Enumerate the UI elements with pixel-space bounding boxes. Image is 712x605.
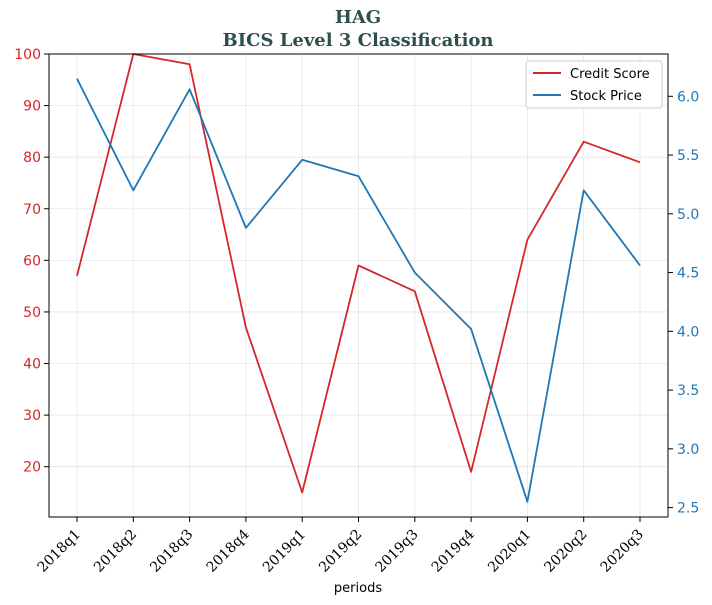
- x-tick-label: 2019q3: [372, 527, 421, 576]
- y-right-tick-label: 5.5: [677, 148, 699, 164]
- y-axis-left: 20 30 40 50 60 70 80 90 100: [14, 47, 49, 476]
- legend-label-credit-score: Credit Score: [570, 67, 650, 82]
- grid: [49, 53, 668, 517]
- x-axis: 2018q1 2018q2 2018q3 2018q4 2019q1 2019q2 2019…: [35, 517, 647, 576]
- x-tick-label: 2020q1: [485, 527, 534, 576]
- y-right-tick-label: 3.0: [677, 442, 699, 458]
- x-tick-label: 2019q1: [260, 527, 309, 576]
- chart-subtitle: BICS Level 3 Classification: [222, 30, 493, 51]
- x-tick-label: 2020q2: [541, 527, 590, 576]
- y-left-tick-label: 60: [23, 253, 41, 269]
- y-left-tick-label: 70: [23, 202, 41, 218]
- plot-frame: [48, 53, 669, 518]
- legend-label-stock-price: Stock Price: [570, 89, 642, 104]
- x-tick-label: 2018q4: [204, 526, 253, 575]
- chart-title: HAG: [335, 7, 381, 28]
- x-tick-label: 2019q4: [429, 526, 478, 575]
- y-right-tick-label: 3.5: [677, 383, 699, 399]
- y-right-tick-label: 4.0: [677, 324, 699, 340]
- x-tick-label: 2020q3: [598, 527, 647, 576]
- y-left-tick-label: 20: [23, 460, 41, 476]
- y-left-tick-label: 50: [23, 305, 41, 321]
- x-tick-label: 2018q2: [91, 527, 140, 576]
- x-tick-label: 2019q2: [316, 527, 365, 576]
- y-right-tick-label: 4.5: [677, 266, 699, 282]
- y-left-tick-label: 80: [23, 150, 41, 166]
- y-left-tick-label: 100: [14, 47, 41, 63]
- x-tick-label: 2018q1: [35, 527, 84, 576]
- y-right-tick-label: 2.5: [677, 501, 699, 517]
- y-axis-right: 2.5 3.0 3.5 4.0 4.5 5.0 5.5 6.0: [668, 89, 699, 517]
- y-right-tick-label: 6.0: [677, 89, 699, 105]
- series-group: [76, 53, 641, 503]
- y-left-tick-label: 90: [23, 99, 41, 115]
- y-left-tick-label: 40: [23, 357, 41, 373]
- y-left-tick-label: 30: [23, 408, 41, 424]
- legend: Credit Score Stock Price: [525, 60, 663, 109]
- x-axis-label: periods: [334, 581, 382, 596]
- y-right-tick-label: 5.0: [677, 207, 699, 223]
- x-tick-label: 2018q3: [147, 527, 196, 576]
